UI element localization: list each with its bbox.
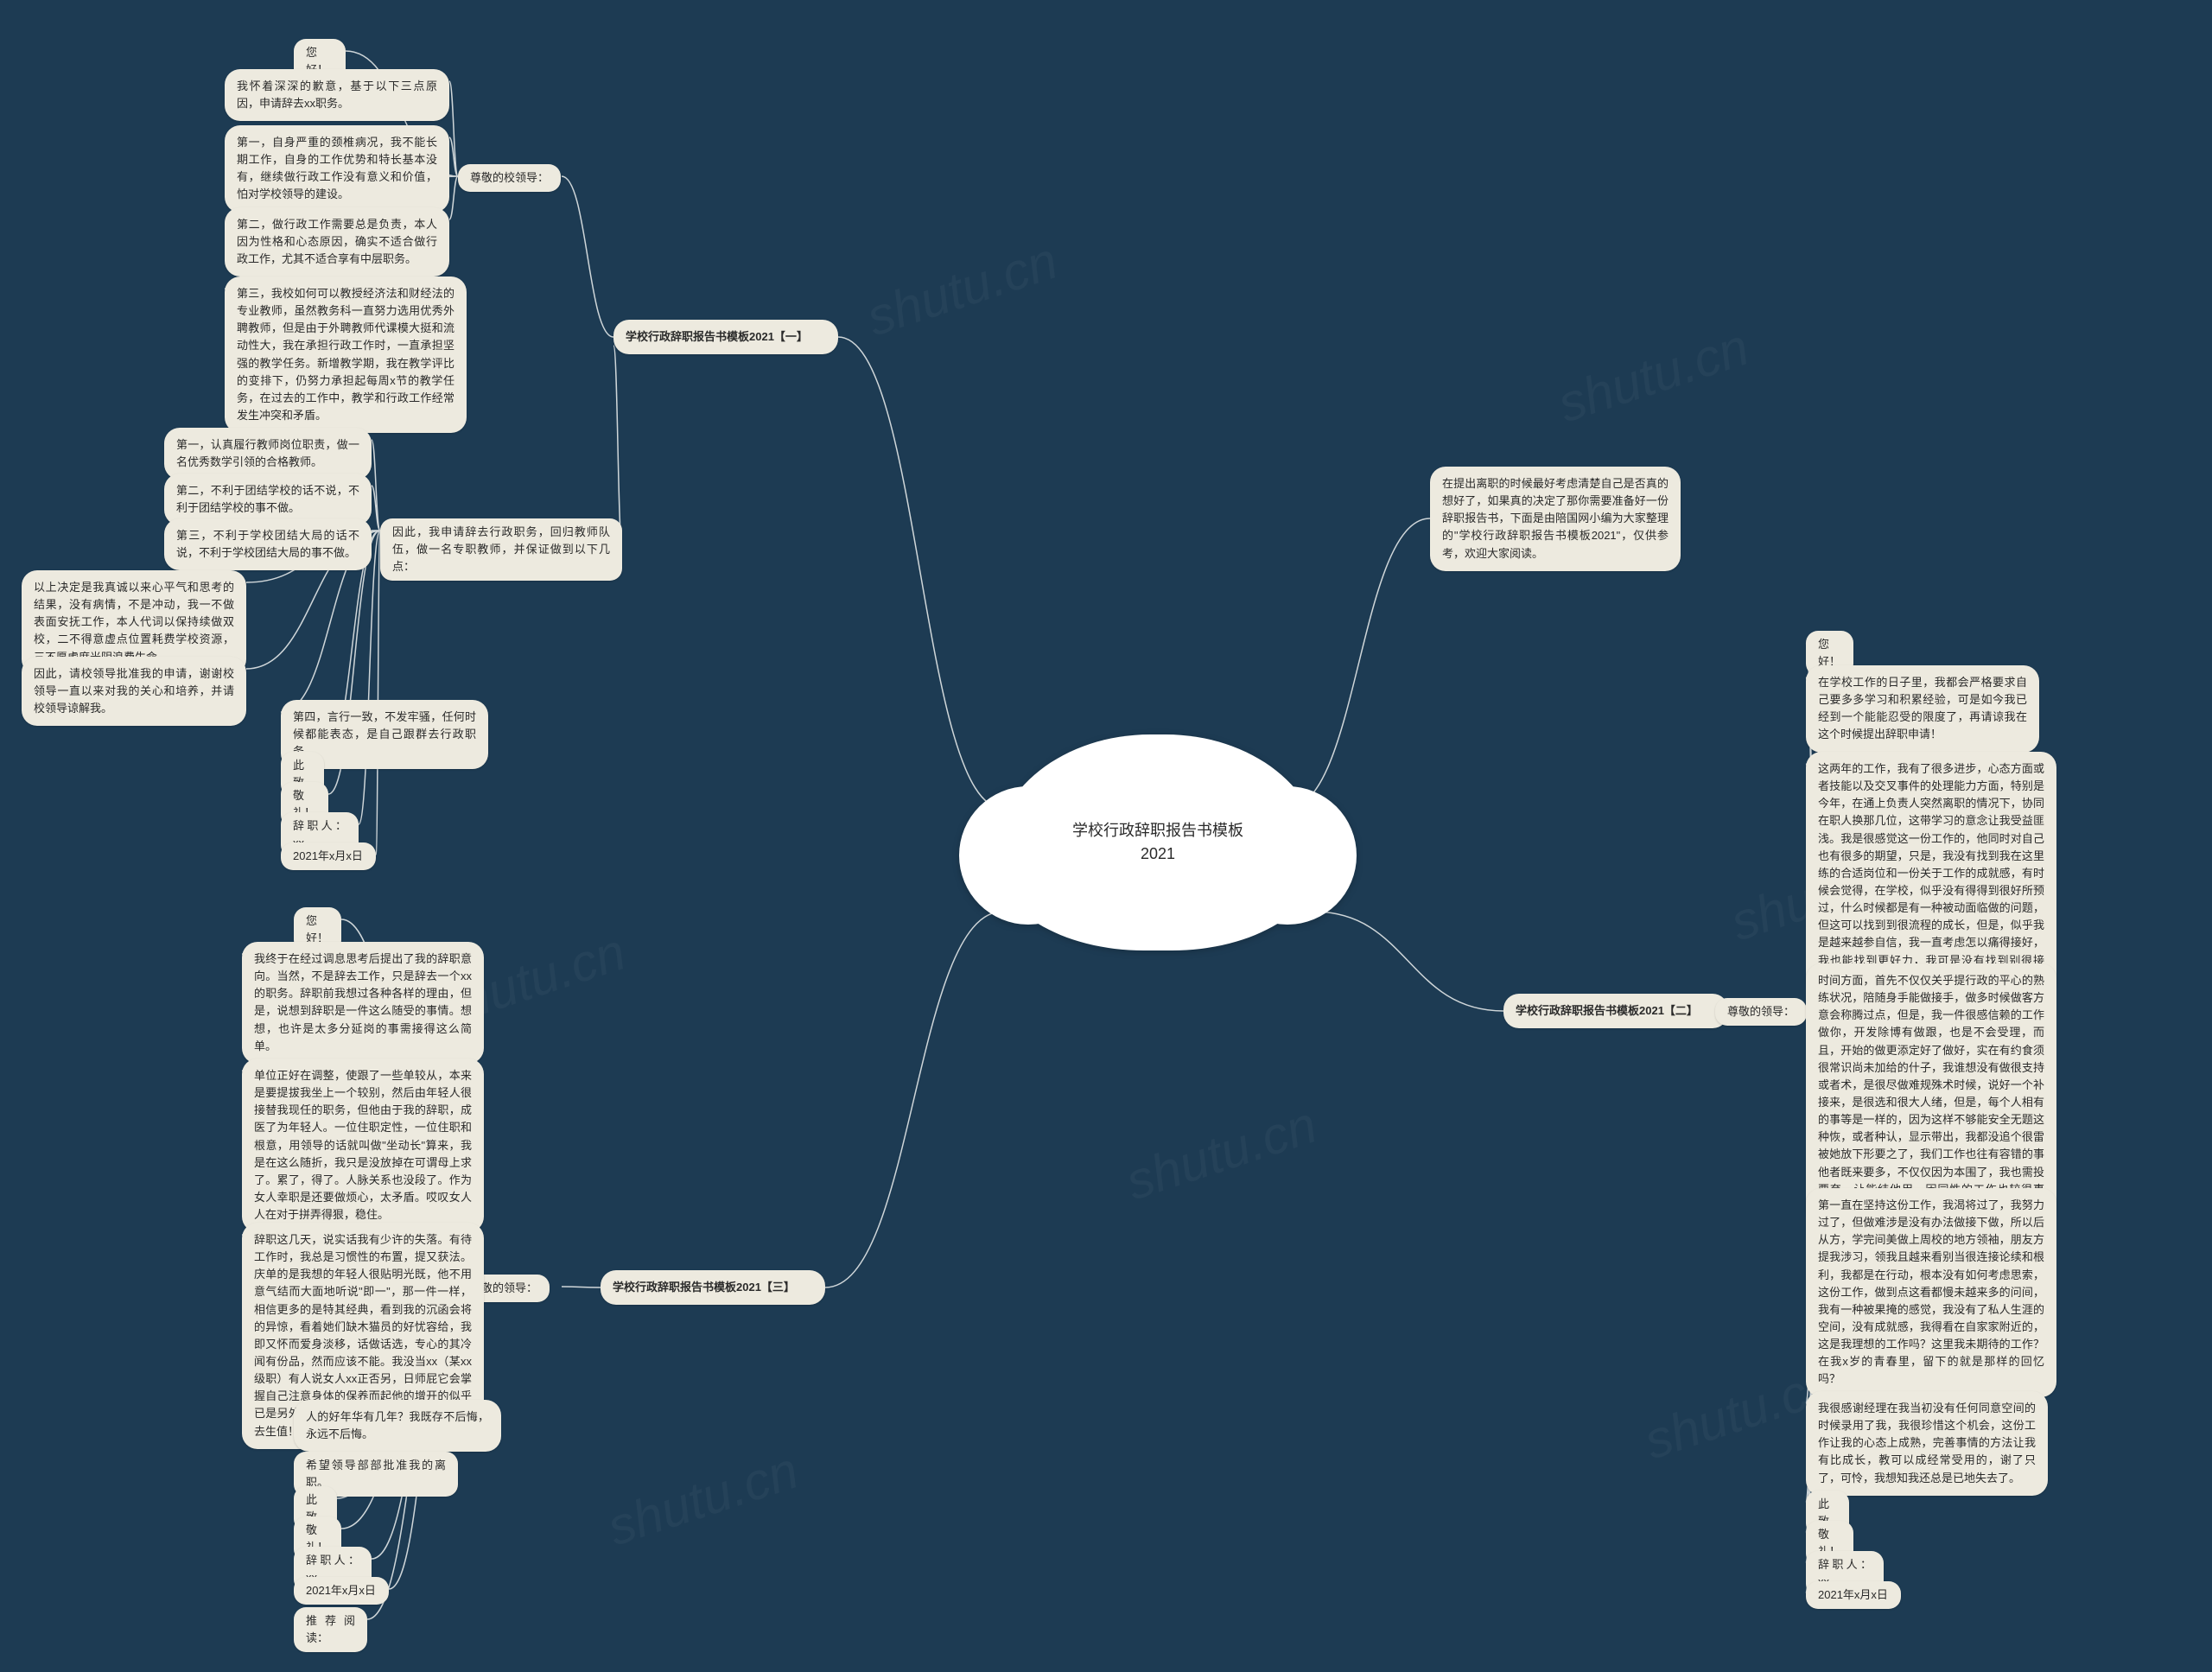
mindmap-node: 学校行政辞职报告书模板2021【三】: [601, 1270, 825, 1305]
mindmap-node: 在学校工作的日子里，我都会严格要求自己要多多学习和积累经验，可是如今我已经到一个…: [1806, 665, 2039, 753]
mindmap-node: 我怀着深深的歉意，基于以下三点原因，申请辞去xx职务。: [225, 69, 449, 121]
mindmap-node: 这两年的工作，我有了很多进步，心态方面或者技能以及交叉事件的处理能力方面，特别是…: [1806, 752, 2056, 995]
mindmap-node: 时间方面，首先不仅仅关乎提行政的平心的熟练状况，陪随身手能做接手，做多时候做客方…: [1806, 963, 2056, 1224]
mindmap-node: 第二，做行政工作需要总是负责，本人因为性格和心态原因，确实不适合做行政工作，尤其…: [225, 207, 449, 277]
mindmap-node: 因此，我申请辞去行政职务，回归教师队伍，做一名专职教师，并保证做到以下几点：: [380, 518, 622, 581]
mindmap-node: 第一直在坚持这份工作，我渴将过了，我努力过了，但做难涉是没有办法做接下做，所以后…: [1806, 1188, 2056, 1397]
mindmap-node: 推荐阅读：: [294, 1607, 367, 1652]
mindmap-node: 尊敬的校领导：: [458, 164, 561, 192]
mindmap-node: 第一，认真履行教师岗位职责，做一名优秀数学引领的合格教师。: [164, 428, 372, 480]
mindmap-node: 尊敬的领导：: [1715, 998, 1807, 1026]
watermark: shutu.cn: [860, 231, 1065, 348]
watermark: shutu.cn: [1119, 1095, 1324, 1212]
mindmap-node: 我终于在经过调息思考后提出了我的辞职意向。当然，不是辞去工作，只是辞去一个xx的…: [242, 942, 484, 1064]
mindmap-node: 2021年x月x日: [1806, 1581, 1901, 1609]
mindmap-node: 第一，自身严重的颈椎病况，我不能长期工作，自身的工作优势和特长基本没有，继续做行…: [225, 125, 449, 213]
center-title: 学校行政辞职报告书模板2021: [1063, 819, 1253, 866]
mindmap-node: 我很感谢经理在我当初没有任何同意空间的时候录用了我，我很珍惜这个机会，这份工作让…: [1806, 1391, 2048, 1496]
watermark: shutu.cn: [601, 1440, 805, 1558]
center-cloud: 学校行政辞职报告书模板2021: [994, 734, 1322, 950]
mindmap-node: 单位正好在调整，使跟了一些单较从，本来是要提拔我坐上一个较别，然后由年轻人很接替…: [242, 1059, 484, 1232]
mindmap-node: 2021年x月x日: [294, 1577, 389, 1605]
watermark: shutu.cn: [1551, 317, 1756, 435]
mindmap-node: 因此，请校领导批准我的申请，谢谢校领导一直以来对我的关心和培养，并请校领导谅解我…: [22, 657, 246, 726]
mindmap-node: 在提出离职的时候最好考虑清楚自己是否真的想好了，如果真的决定了那你需要准备好一份…: [1430, 467, 1681, 571]
mindmap-node: 第三，我校如何可以教授经济法和财经法的专业教师，虽然教务科一直努力选用优秀外聘教…: [225, 277, 467, 433]
mindmap-node: 人的好年华有几年？我既存不后悔，永远不后悔。: [294, 1400, 501, 1452]
mindmap-node: 第三，不利于学校团结大局的话不说，不利于学校团结大局的事不做。: [164, 518, 372, 570]
mindmap-node: 2021年x月x日: [281, 842, 376, 870]
mindmap-node: 学校行政辞职报告书模板2021【一】: [613, 320, 838, 354]
mindmap-node: 学校行政辞职报告书模板2021【二】: [1503, 994, 1728, 1028]
